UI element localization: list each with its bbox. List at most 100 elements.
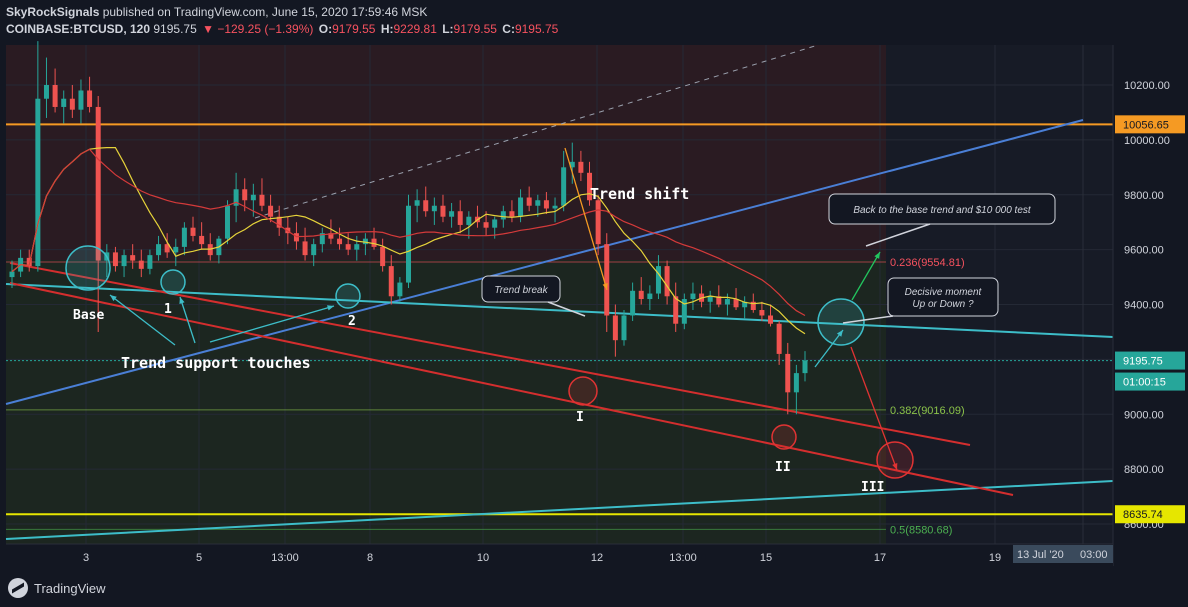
candle-body <box>724 299 730 305</box>
price-tag-bg <box>1115 351 1185 370</box>
candle-body <box>397 282 403 297</box>
candle-body <box>224 205 230 239</box>
price-tag-bg <box>1115 505 1185 524</box>
candle-body <box>466 216 472 225</box>
green-up-arrow-head <box>874 252 880 259</box>
ohlc-line: COINBASE:BTCUSD, 120 9195.75 ▼ −129.25 (… <box>6 21 560 38</box>
price-tag-label: 8635.74 <box>1123 509 1163 521</box>
candle-body <box>733 299 739 308</box>
support-arrow-1-head <box>110 295 117 302</box>
candle-body <box>164 244 170 253</box>
x-tick-label: 8 <box>367 552 373 564</box>
publisher-name[interactable]: SkyRockSignals <box>6 5 100 19</box>
x-tick-label: 19 <box>989 552 1001 564</box>
trend-break-callout-pointer <box>547 301 586 317</box>
candle-body <box>604 244 610 316</box>
candle-body <box>319 233 325 245</box>
candle-body <box>250 194 256 201</box>
candle-body <box>371 238 377 247</box>
circle-touch-2 <box>335 283 361 309</box>
decisive-arrow-up-head <box>836 330 843 337</box>
base-trend-callout-pointer <box>865 223 931 247</box>
circle-point-ii <box>771 424 797 450</box>
decisive-callout-text: Up or Down ? <box>912 299 974 310</box>
last-price: 9195.75 <box>153 22 197 36</box>
y-tick-label: 10000.00 <box>1124 135 1170 147</box>
trend-shift-arrow <box>564 147 608 291</box>
candle-body <box>293 233 299 242</box>
low-label: L: <box>442 22 454 36</box>
candle-body <box>233 189 239 206</box>
candle-body <box>268 205 274 217</box>
candle-body <box>518 197 524 217</box>
price-tag-label: 9195.75 <box>1123 356 1163 368</box>
candle-body <box>95 106 101 261</box>
candle-body <box>61 98 67 107</box>
green-up-arrow <box>851 251 881 301</box>
label-base: Base <box>73 308 104 323</box>
fib-level-label: 0.382(9016.09) <box>890 405 965 417</box>
candle-body <box>362 238 368 245</box>
blue-trendline <box>5 119 1084 405</box>
dashed-trendline <box>254 44 819 219</box>
y-tick-label: 9000.00 <box>1124 409 1164 421</box>
candle-body <box>802 360 808 374</box>
circle-base <box>65 245 111 291</box>
symbol-label[interactable]: COINBASE:BTCUSD, 120 <box>6 22 151 36</box>
candle-body <box>716 296 722 305</box>
y-tick-label: 9800.00 <box>1124 190 1164 202</box>
candle-body <box>130 255 136 261</box>
candle-body <box>190 227 196 236</box>
y-tick-label: 8800.00 <box>1124 464 1164 476</box>
price-change: ▼ −129.25 (−1.39%) <box>202 22 314 36</box>
candle-body <box>173 246 179 253</box>
candle-body <box>328 233 334 239</box>
price-tag-label: 01:00:15 <box>1123 377 1166 389</box>
trend-break-callout-text: Trend break <box>494 285 548 296</box>
base-trend-callout-box <box>828 193 1056 225</box>
candle-body <box>147 255 153 269</box>
candle-body <box>569 161 575 168</box>
x-tick-label: 17 <box>874 552 886 564</box>
candle-body <box>793 373 799 393</box>
candle-body <box>388 266 394 297</box>
candle-body <box>138 260 144 269</box>
candle-body <box>440 205 446 217</box>
candle-body <box>535 200 541 206</box>
candle-body <box>345 244 351 250</box>
candle-body <box>526 197 532 206</box>
candle-body <box>35 98 41 267</box>
candle-body <box>750 301 756 311</box>
decisive-callout-text: Decisive moment <box>905 287 983 298</box>
price-tag-label: 10056.65 <box>1123 119 1169 131</box>
label-touch-1: 1 <box>164 302 172 317</box>
x-tick-label: 5 <box>196 552 202 564</box>
time-tag-label: 03:00 <box>1080 549 1108 561</box>
red-down-arrow-head <box>892 463 898 470</box>
candle-body <box>380 246 386 267</box>
candle-body <box>69 98 75 110</box>
candle-body <box>9 271 15 278</box>
label-roman-ii: II <box>775 460 791 475</box>
candle-body <box>199 235 205 245</box>
bearish-zone <box>6 45 886 260</box>
candle-body <box>337 238 343 245</box>
candle-body <box>621 315 627 341</box>
candle-body <box>112 252 118 267</box>
candle-body <box>759 310 765 316</box>
circle-decisive <box>817 298 865 346</box>
candle-body <box>423 200 429 212</box>
candle-body <box>354 244 360 250</box>
footer-brand: TradingView <box>34 580 106 596</box>
candle-body <box>595 200 601 245</box>
close-label: C: <box>502 22 515 36</box>
base-trend-callout-text: Back to the base trend and $10 000 test <box>853 205 1032 216</box>
support-arrow-3 <box>209 305 335 343</box>
x-tick-label: 10 <box>477 552 489 564</box>
published-text: published on TradingView.com, June 15, 2… <box>99 5 428 19</box>
y-tick-label: 10200.00 <box>1124 80 1170 92</box>
candle-body <box>259 194 265 206</box>
tradingview-logo[interactable]: TradingView <box>8 578 106 598</box>
x-tick-label: 13:00 <box>271 552 299 564</box>
